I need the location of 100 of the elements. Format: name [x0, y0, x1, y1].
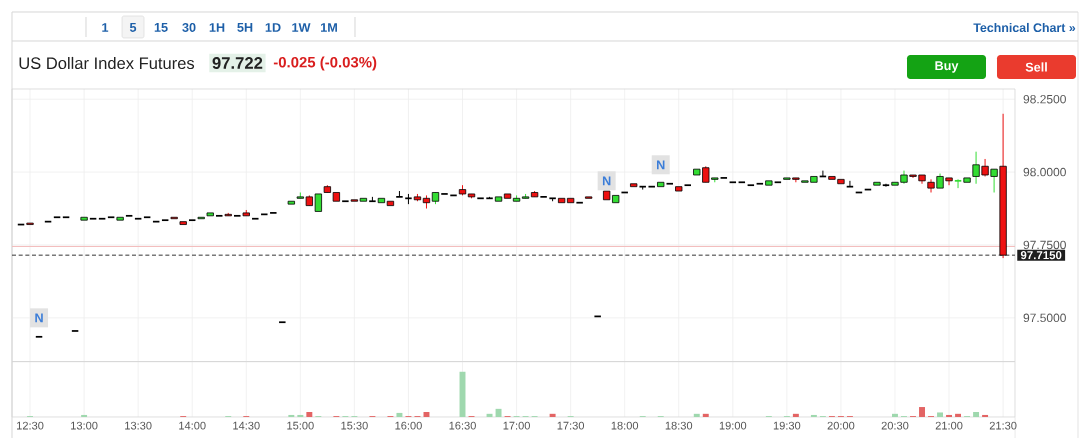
- bar: [297, 414, 304, 417]
- x-tick-label: 18:30: [665, 421, 693, 430]
- candlestick: [61, 216, 71, 219]
- candlestick: [143, 216, 152, 219]
- candlestick: [107, 216, 116, 219]
- candlestick: [161, 219, 170, 222]
- bar: [495, 408, 502, 417]
- text: 1D: [265, 23, 281, 32]
- candlestick: [197, 216, 205, 220]
- bar: [396, 412, 403, 417]
- x-tick-label: 14:00: [179, 421, 206, 430]
- annotation: N: [35, 313, 43, 323]
- x-tick-label: 17:30: [557, 421, 585, 430]
- text: 1: [102, 23, 109, 32]
- candlestick: [134, 217, 143, 220]
- candlestick: [260, 213, 269, 216]
- text: 1W: [292, 23, 311, 32]
- y-tick-label: 97.5000: [1023, 313, 1066, 323]
- bar: [892, 413, 898, 417]
- bar: [423, 412, 430, 417]
- x-tick-label: 21:00: [935, 421, 963, 430]
- text: -0.025 (-0.03%): [273, 56, 377, 71]
- candlestick: [845, 180, 855, 188]
- text: 1H: [209, 23, 225, 32]
- candlestick: [26, 222, 34, 225]
- text: 5: [129, 23, 137, 32]
- bar: [486, 413, 493, 417]
- candlestick: [773, 181, 782, 184]
- text: 97.722: [212, 57, 263, 69]
- x-tick-label: 17:00: [503, 421, 530, 430]
- bar: [982, 414, 989, 417]
- candlestick: [728, 181, 737, 184]
- candlestick: [765, 180, 773, 186]
- annotation: N: [657, 160, 665, 170]
- candlestick: [287, 200, 295, 205]
- candlestick: [116, 216, 124, 221]
- bar: [946, 414, 953, 417]
- candlestick: [675, 186, 683, 192]
- bar: [937, 412, 943, 417]
- candlestick: [278, 321, 287, 324]
- candlestick: [88, 217, 98, 220]
- candlestick: [215, 214, 224, 217]
- bar: [81, 414, 88, 417]
- candlestick: [43, 220, 53, 223]
- x-tick-label: 20:00: [827, 421, 855, 430]
- text: 5H: [237, 23, 253, 32]
- text: 1M: [321, 23, 337, 32]
- candlestick: [476, 197, 485, 200]
- candlestick: [963, 177, 971, 183]
- y-tick-label: 98.2500: [1023, 94, 1066, 104]
- candlestick: [52, 216, 62, 219]
- x-tick-label: 13:00: [71, 421, 98, 430]
- x-tick-label: 20:30: [881, 421, 909, 430]
- candlestick: [953, 178, 963, 189]
- text: 30: [182, 23, 196, 32]
- bar: [955, 413, 962, 417]
- candlestick: [647, 185, 656, 188]
- x-tick-label: 18:00: [611, 421, 639, 430]
- candlestick: [170, 216, 178, 220]
- candlestick: [98, 217, 107, 220]
- ref-line-label: 97.7150: [1020, 251, 1062, 260]
- candlestick: [152, 220, 161, 223]
- x-tick-label: 13:30: [125, 421, 152, 430]
- bar: [702, 413, 709, 417]
- candlestick: [80, 216, 88, 221]
- x-tick-label: 16:30: [449, 421, 476, 430]
- bar: [693, 413, 700, 417]
- text: Sell: [1025, 62, 1047, 72]
- candlestick: [179, 221, 187, 225]
- annotation: N: [602, 176, 611, 186]
- bar: [288, 414, 295, 417]
- candlestick: [503, 193, 512, 199]
- candlestick: [683, 184, 692, 187]
- candlestick: [377, 197, 386, 204]
- bar: [792, 413, 799, 417]
- text: Buy: [935, 61, 959, 73]
- x-tick-label: 21:30: [989, 421, 1017, 430]
- candlestick: [755, 182, 764, 185]
- y-tick-label: 97.7500: [1023, 240, 1066, 250]
- bar: [919, 407, 925, 417]
- x-tick-label: 12:30: [17, 421, 44, 430]
- chart-title: US Dollar Index Futures: [19, 56, 195, 70]
- candlestick: [188, 219, 197, 222]
- candlestick: [737, 181, 746, 184]
- bar: [549, 413, 556, 417]
- candlestick: [386, 200, 395, 207]
- candlestick: [251, 217, 260, 220]
- candlestick: [585, 196, 593, 199]
- bar: [810, 414, 817, 417]
- x-tick-label: 15:00: [287, 421, 314, 430]
- x-tick-label: 19:00: [719, 421, 747, 430]
- x-tick-label: 16:00: [395, 421, 422, 430]
- candlestick: [34, 335, 44, 338]
- candlestick: [873, 181, 881, 186]
- text: Technical Chart »: [973, 22, 1076, 33]
- y-tick-label: 98.0000: [1023, 167, 1066, 177]
- text: 15: [154, 23, 168, 32]
- candlestick: [206, 212, 214, 217]
- x-tick-label: 19:30: [773, 421, 801, 430]
- bar: [306, 412, 313, 417]
